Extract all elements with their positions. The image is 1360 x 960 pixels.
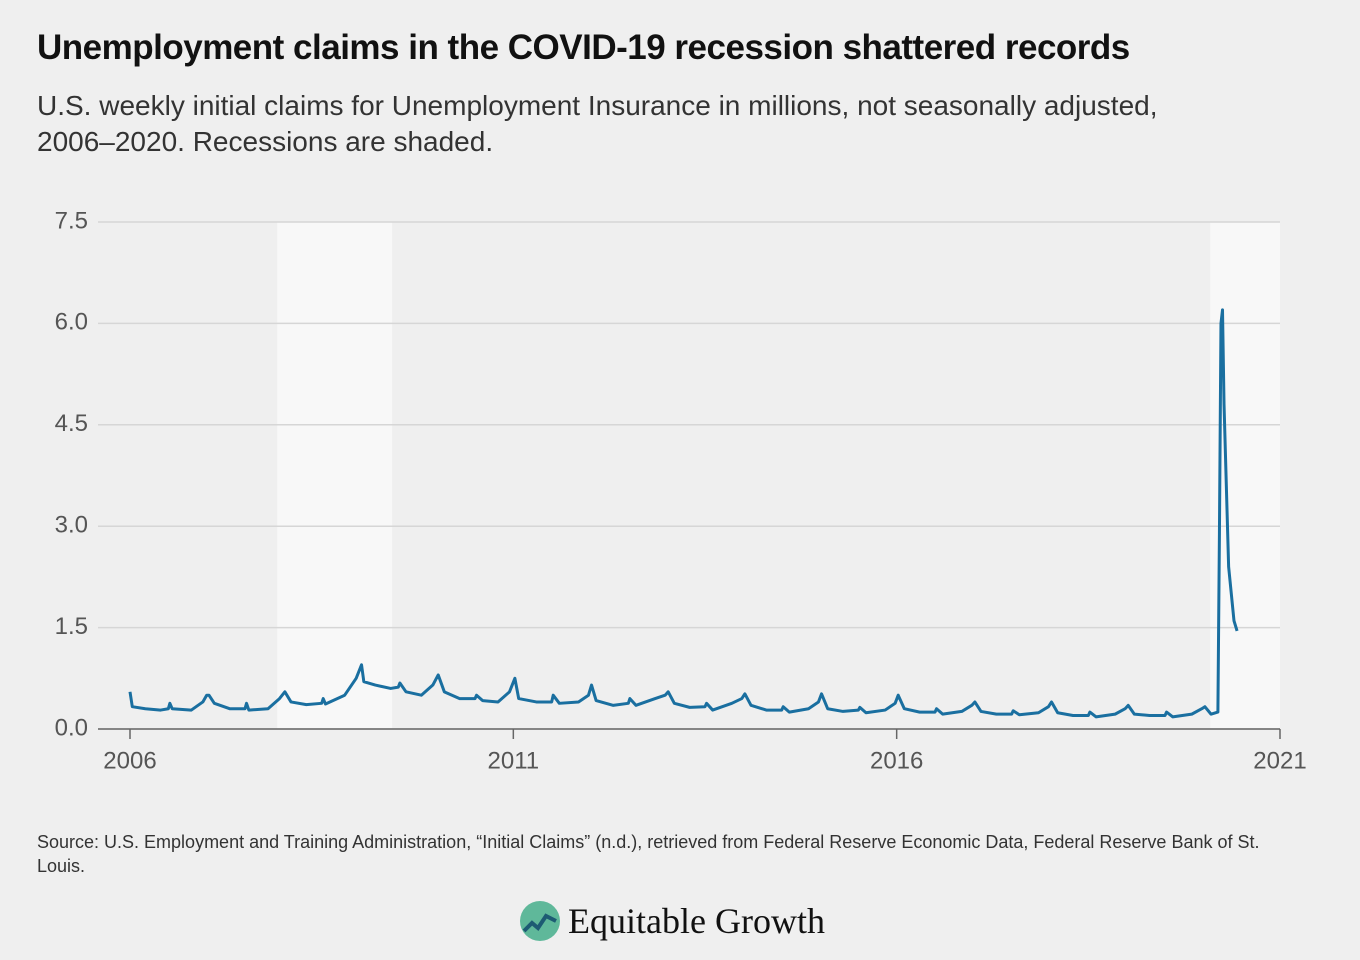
x-tick-label: 2021	[1253, 747, 1306, 774]
brand-logo	[520, 901, 560, 941]
y-tick-label: 1.5	[55, 613, 88, 640]
source-note: Source: U.S. Employment and Training Adm…	[37, 832, 1260, 876]
data-line	[128, 308, 1239, 719]
chart-subtitle: U.S. weekly initial claims for Unemploym…	[37, 90, 1158, 157]
brand-name: Equitable Growth	[568, 901, 825, 941]
y-tick-label: 3.0	[55, 512, 88, 539]
x-tick-label: 2016	[870, 747, 923, 774]
brand: Equitable Growth	[520, 900, 825, 942]
y-tick-label: 0.0	[55, 714, 88, 741]
recession-shade	[1210, 222, 1280, 729]
y-tick-label: 6.0	[55, 309, 88, 336]
x-tick-label: 2006	[103, 747, 156, 774]
y-tick-label: 7.5	[55, 207, 88, 234]
recession-shade	[277, 222, 393, 729]
x-tick-label: 2011	[488, 747, 540, 774]
chart: 0.0 1.5 3.0 4.5 6.0 7.5 2006 2011 2016 2021	[55, 207, 1307, 774]
chart-title: Unemployment claims in the COVID-19 rece…	[37, 28, 1130, 67]
y-tick-label: 4.5	[55, 410, 88, 437]
